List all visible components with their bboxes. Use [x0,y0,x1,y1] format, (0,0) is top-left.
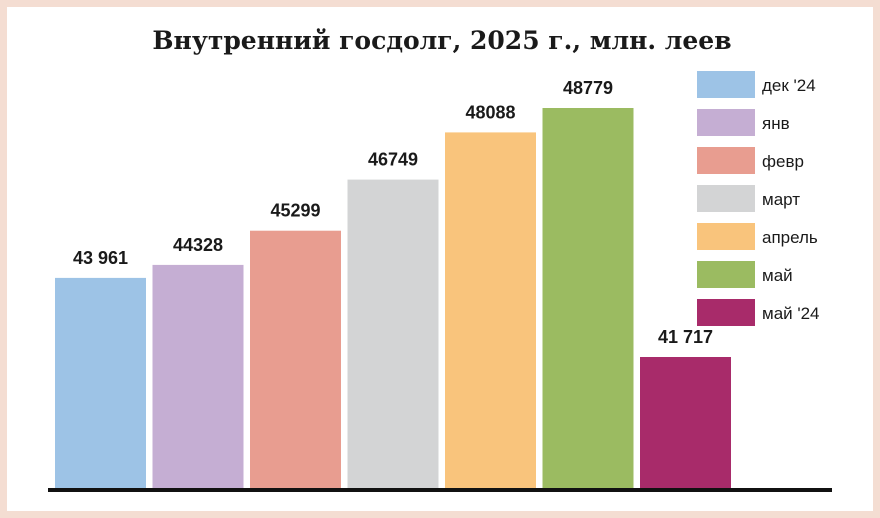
legend-swatch-4 [697,223,755,250]
value-label-5: 48779 [563,78,613,98]
legend-swatch-5 [697,261,755,288]
bar-5 [542,108,634,488]
legend-label-1: янв [762,114,790,133]
legend-swatch-2 [697,147,755,174]
legend-label-0: дек '24 [762,76,816,95]
legend: дек '24 янв февр март апрель май май '24 [697,71,820,326]
bars-group [55,108,731,488]
chart-title: Внутренний госдолг, 2025 г., млн. леев [152,26,731,55]
legend-label-2: февр [762,152,804,171]
value-labels-group: 43 961 44328 45299 46749 48088 48779 41 717 [73,78,713,347]
value-label-4: 48088 [465,102,515,122]
value-label-3: 46749 [368,150,418,170]
legend-swatch-3 [697,185,755,212]
value-label-0: 43 961 [73,248,128,268]
legend-label-5: май [762,266,793,285]
bar-6 [640,357,731,488]
value-label-1: 44328 [173,235,223,255]
bar-4 [445,132,536,488]
bar-0 [55,277,146,488]
legend-swatch-0 [697,71,755,98]
legend-swatch-6 [697,299,755,326]
bar-2 [250,230,341,488]
legend-label-3: март [762,190,800,209]
legend-label-6: май '24 [762,304,820,323]
bar-3 [347,179,439,488]
legend-label-4: апрель [762,228,818,247]
bar-1 [152,264,244,488]
legend-swatch-1 [697,109,755,136]
value-label-6: 41 717 [658,327,713,347]
value-label-2: 45299 [270,201,320,221]
